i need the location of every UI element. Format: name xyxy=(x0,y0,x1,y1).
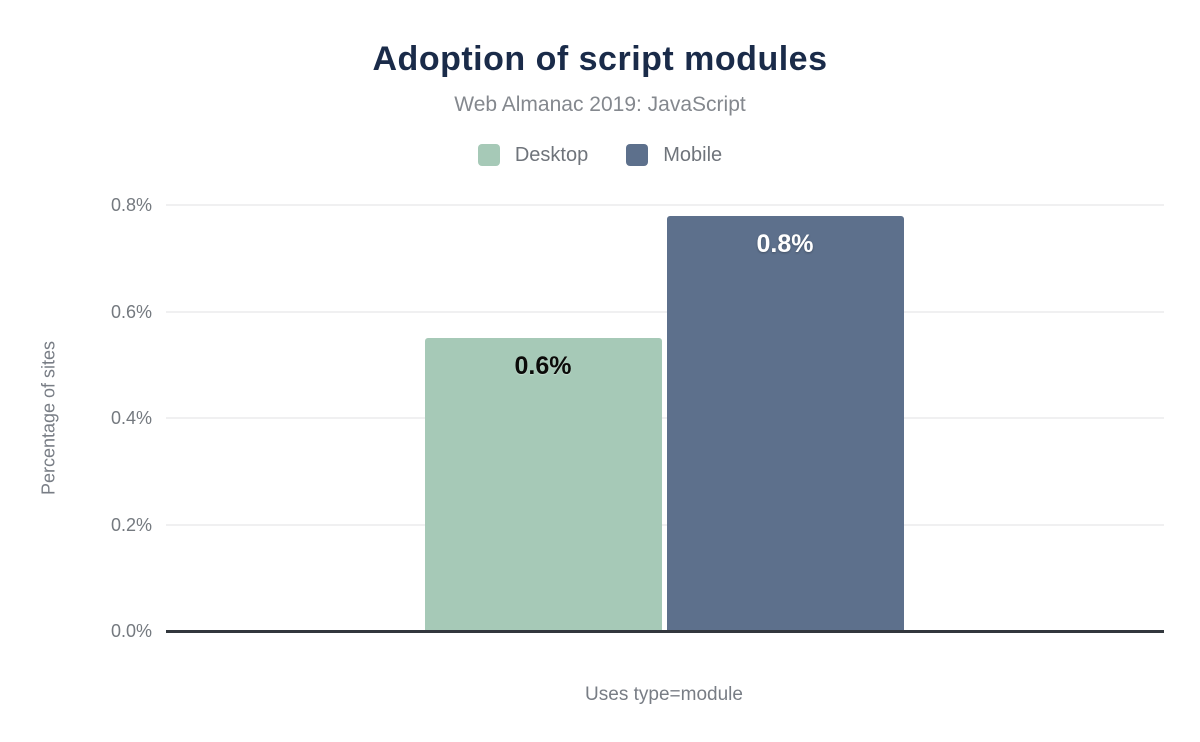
y-tick-label: 0.4% xyxy=(110,408,152,428)
chart-title: Adoption of script modules xyxy=(372,40,828,78)
legend-label-mobile: Mobile xyxy=(663,143,723,166)
legend-swatch-desktop xyxy=(477,144,500,166)
legend-label-desktop: Desktop xyxy=(514,143,589,166)
y-tick-label: 0.6% xyxy=(110,301,152,322)
y-tick-label: 0.2% xyxy=(110,514,152,535)
bar-value-label-desktop: 0.6% xyxy=(514,352,572,381)
y-axis-title: Percentage of sites xyxy=(38,340,59,496)
legend-swatch-mobile xyxy=(626,144,649,166)
gridline xyxy=(166,523,1164,526)
x-axis-title: Uses type=module xyxy=(585,684,743,705)
gridline xyxy=(166,417,1164,419)
bar-desktop[interactable]: 0.6% xyxy=(424,338,662,631)
x-axis-line xyxy=(166,630,1164,633)
gridline xyxy=(166,310,1164,313)
bar-mobile[interactable]: 0.8% xyxy=(666,215,904,631)
chart-subtitle: Web Almanac 2019: JavaScript xyxy=(454,93,746,116)
y-tick-label: 0.0% xyxy=(110,621,152,641)
legend-item-mobile[interactable]: Mobile xyxy=(626,144,722,167)
y-tick-label: 0.8% xyxy=(110,195,152,215)
gridline xyxy=(166,204,1164,206)
legend: Desktop Mobile xyxy=(0,142,1200,168)
bar-value-label-mobile: 0.8% xyxy=(756,229,814,258)
legend-item-desktop[interactable]: Desktop xyxy=(477,143,589,167)
